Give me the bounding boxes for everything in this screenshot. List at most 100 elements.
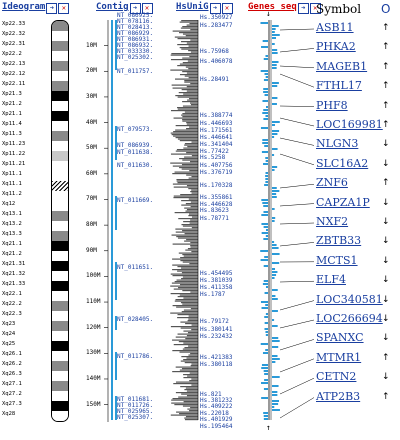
gene-link-spanxc[interactable]: SPANXC [316, 331, 364, 345]
band-Xq21.33[interactable] [52, 281, 68, 292]
gene-link-loc266694[interactable]: LOC266694 [316, 312, 383, 325]
genes-seq-close-icon[interactable]: ✕ [309, 3, 321, 14]
hsunig-label[interactable]: Hs.283477 [200, 22, 233, 29]
band-Xp22.2[interactable] [52, 51, 68, 62]
contig-label[interactable]: NT_086932. [117, 42, 154, 49]
band-Xp11.4[interactable] [52, 121, 68, 132]
hsunig-label[interactable]: Hs.78771 [200, 215, 229, 222]
gene-link-capza1p[interactable]: CAPZA1P [316, 195, 370, 209]
hsunig-close-icon[interactable]: ✕ [221, 3, 233, 14]
band-Xq21.31[interactable] [52, 261, 68, 272]
hsunig-label[interactable]: Hs.380118 [200, 361, 233, 368]
band-Xp11.21[interactable] [52, 161, 68, 172]
contig-close-icon[interactable]: ✕ [141, 3, 153, 14]
hsunig-label[interactable]: Hs.421383 [200, 354, 233, 361]
gene-link-atp2b3[interactable]: ATP2B3 [316, 389, 361, 403]
hsunig-label[interactable]: Hs.411358 [200, 284, 233, 291]
contig-label[interactable]: NT_011726. [117, 402, 154, 409]
hsunig-label[interactable]: Hs.79172 [200, 318, 229, 325]
gene-link-mtmr1[interactable]: MTMR1 [316, 350, 362, 364]
band-Xq25[interactable] [52, 341, 68, 352]
band-Xq26.1[interactable] [52, 351, 68, 362]
hsunig-label[interactable]: Hs.821 [200, 391, 222, 398]
hsunig-label[interactable]: Hs.380141 [200, 326, 233, 333]
hsunig-label[interactable]: Hs.1787 [200, 291, 226, 298]
contig-label[interactable]: NT_011757. [117, 68, 154, 75]
band-Xp22.13[interactable] [52, 61, 68, 72]
band-Xq13.3[interactable] [52, 231, 68, 242]
hsunig-label[interactable]: Hs.195464 [200, 423, 233, 430]
hsunig-label[interactable]: Hs.446628 [200, 201, 233, 208]
hsunig-label[interactable]: Hs.401929 [200, 416, 233, 423]
hsunig-header-label[interactable]: HsUniG [176, 2, 209, 12]
band-Xq21.32[interactable] [52, 271, 68, 282]
band-Xq28[interactable] [52, 411, 68, 421]
hsunig-label[interactable]: Hs.75968 [200, 48, 229, 55]
hsunig-label[interactable]: Hs.407756 [200, 162, 233, 169]
hsunig-label[interactable]: Hs.170328 [200, 182, 233, 189]
band-Xp11.22[interactable] [52, 151, 68, 162]
gene-link-zbtb33[interactable]: ZBTB33 [316, 234, 362, 248]
band-Xq26.2[interactable] [52, 361, 68, 372]
circle-icon[interactable]: O [381, 2, 391, 16]
band-Xp11.3[interactable] [52, 131, 68, 142]
ideogram-close-icon[interactable]: ✕ [58, 3, 70, 14]
contig-label[interactable]: NT_086939. [117, 142, 154, 149]
band-Xq11.2[interactable] [52, 191, 68, 202]
band-Xp21.1[interactable] [52, 111, 68, 122]
contig-label[interactable]: NT_025307. [117, 414, 154, 421]
contig-label[interactable]: NT_011638. [117, 149, 154, 156]
band-Xq11.1[interactable] [52, 181, 68, 192]
hsunig-label[interactable]: Hs.446693 [200, 120, 233, 127]
gene-link-loc169981[interactable]: LOC169981 [316, 118, 383, 131]
hsunig-label[interactable]: Hs.381232 [200, 397, 233, 404]
contig-label[interactable]: NT_078116. [117, 18, 154, 25]
gene-link-asb11[interactable]: ASB11 [316, 21, 354, 34]
hsunig-label[interactable]: Hs.388774 [200, 112, 233, 119]
gene-link-phf8[interactable]: PHF8 [316, 98, 348, 112]
hsunig-label[interactable]: Hs.77422 [200, 148, 229, 155]
band-Xq22.3[interactable] [52, 311, 68, 322]
band-Xq27.3[interactable] [52, 401, 68, 412]
band-Xq12[interactable] [52, 201, 68, 212]
gene-link-nlgn3[interactable]: NLGN3 [316, 137, 359, 151]
hsunig-label[interactable]: Hs.5258 [200, 154, 226, 161]
gene-link-elf4[interactable]: ELF4 [316, 273, 346, 287]
hsunig-label[interactable]: Hs.454495 [200, 270, 233, 277]
hsunig-label[interactable]: Hs.376719 [200, 169, 233, 176]
band-Xq27.2[interactable] [52, 391, 68, 402]
band-Xq13.2[interactable] [52, 221, 68, 232]
gene-link-phka2[interactable]: PHKA2 [316, 40, 356, 54]
contig-label[interactable]: NT_011669. [117, 197, 154, 204]
band-Xq23[interactable] [52, 321, 68, 332]
band-Xq26.3[interactable] [52, 371, 68, 382]
band-Xp22.12[interactable] [52, 71, 68, 82]
contig-label[interactable]: NT_011786. [117, 353, 154, 360]
gene-link-slc16a2[interactable]: SLC16A2 [316, 156, 369, 170]
band-Xq27.1[interactable] [52, 381, 68, 392]
contig-label[interactable]: NT_086929. [117, 30, 154, 37]
contig-label[interactable]: NT_011681. [117, 396, 154, 403]
contig-label[interactable]: NT_025965. [117, 408, 154, 415]
band-Xp11.23[interactable] [52, 141, 68, 152]
hsunig-label[interactable]: Hs.171561 [200, 127, 233, 134]
contig-move-icon[interactable]: ➜ [129, 3, 141, 14]
contig-header-label[interactable]: Contig [96, 2, 129, 12]
contig-label[interactable]: NT_033330. [117, 48, 154, 55]
band-Xp22.32[interactable] [52, 31, 68, 42]
hsunig-label[interactable]: Hs.350927 [200, 14, 233, 21]
hsunig-label[interactable]: Hs.341404 [200, 141, 233, 148]
hsunig-label[interactable]: Hs.232432 [200, 333, 233, 340]
gene-link-znf6[interactable]: ZNF6 [316, 176, 348, 190]
hsunig-label[interactable]: Hs.446641 [200, 134, 233, 141]
band-Xp21.3[interactable] [52, 91, 68, 102]
ideogram-header-label[interactable]: Ideogram [2, 2, 46, 12]
gene-link-cetn2[interactable]: CETN2 [316, 370, 357, 384]
hsunig-label[interactable]: Hs.83623 [200, 207, 229, 214]
hsunig-move-icon[interactable]: ➜ [209, 3, 221, 14]
contig-label[interactable]: NT_028405. [117, 316, 154, 323]
band-Xq21.2[interactable] [52, 251, 68, 262]
contig-label[interactable]: NT_086925. [117, 12, 154, 19]
band-Xp11.1[interactable] [52, 171, 68, 182]
hsunig-label[interactable]: Hs.409222 [200, 403, 233, 410]
